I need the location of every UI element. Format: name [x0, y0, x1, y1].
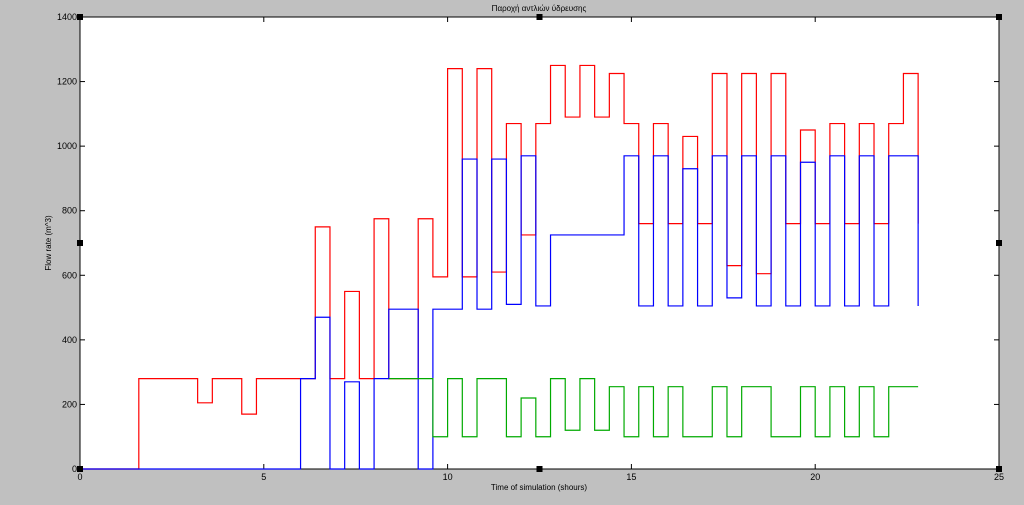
y-tick-label: 0: [72, 464, 77, 474]
selection-handle[interactable]: [77, 14, 83, 20]
series-line-1: [80, 64, 919, 470]
selection-handle[interactable]: [996, 14, 1002, 20]
chart-title: Παροχή αντλιών ύδρευσης: [492, 4, 587, 13]
x-tick-label: 5: [261, 472, 266, 482]
y-axis-label: Flow rate (m^3): [44, 215, 53, 271]
selection-handle[interactable]: [996, 466, 1002, 472]
x-tick-label: 15: [626, 472, 636, 482]
y-tick-label: 600: [62, 270, 77, 280]
x-tick-label: 10: [443, 472, 453, 482]
selection-handle[interactable]: [536, 14, 543, 20]
series-line-2: [80, 155, 919, 470]
y-tick-label: 800: [62, 206, 77, 216]
x-tick-label: 0: [77, 472, 82, 482]
selection-handles: [77, 14, 1002, 472]
y-tick-label: 1000: [57, 141, 77, 151]
series-layer: [80, 64, 919, 470]
selection-handle[interactable]: [77, 240, 83, 246]
y-tick-label: 1200: [57, 77, 77, 87]
x-axis-label: Time of simulation (shours): [491, 483, 588, 492]
selection-handle[interactable]: [77, 466, 83, 472]
selection-handle[interactable]: [536, 466, 543, 472]
axis-ticks: 0 5 10 15 20 25 0 200 400 600 800 1000 1200 1400: [57, 12, 1004, 482]
y-tick-label: 200: [62, 399, 77, 409]
series-line-3: [388, 378, 919, 438]
y-tick-label: 1400: [57, 12, 77, 22]
y-tick-label: 400: [62, 335, 77, 345]
plot-area: [79, 16, 1000, 470]
x-tick-label: 25: [994, 472, 1004, 482]
x-tick-label: 20: [810, 472, 820, 482]
selection-handle[interactable]: [996, 240, 1002, 246]
